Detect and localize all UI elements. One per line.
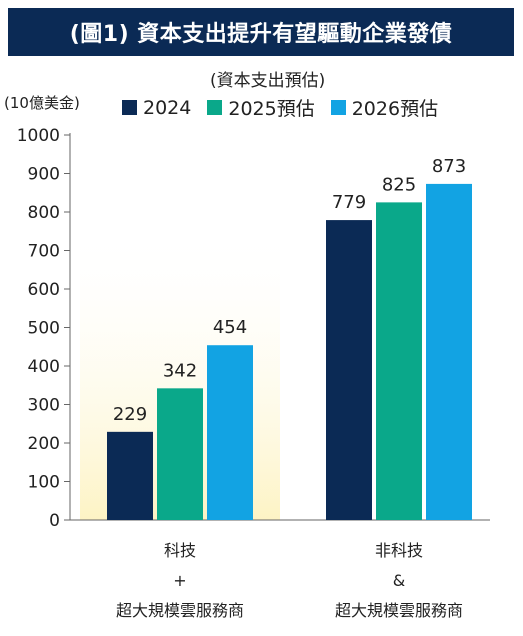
legend-item-2026: 2026預估 (330, 94, 439, 121)
bar-value-label: 229 (113, 404, 147, 425)
y-tick-label: 800 (28, 203, 60, 223)
y-tick-label: 200 (28, 434, 60, 454)
y-tick-label: 300 (28, 396, 60, 416)
chart-subtitle: (資本支出預估) (210, 71, 326, 91)
category-label-nontech-line1: 非科技 (374, 541, 423, 560)
bar (326, 220, 372, 520)
legend: 2024 2025預估 2026預估 (122, 94, 454, 121)
legend-label-2024: 2024 (143, 96, 192, 119)
y-tick-label: 500 (28, 319, 60, 339)
legend-label-2025: 2025預估 (228, 98, 315, 120)
category-label-nontech-line3: 超大規模雲服務商 (334, 601, 463, 620)
bar-value-label: 779 (332, 192, 366, 213)
bar-value-label: 825 (382, 174, 416, 195)
category-label-tech-line3: 超大規模雲服務商 (115, 601, 244, 620)
y-tick-label: 700 (28, 242, 60, 262)
y-tick-label: 0 (49, 511, 60, 531)
bar-value-label: 454 (213, 317, 247, 338)
y-tick-label: 100 (28, 473, 60, 493)
y-tick-label: 600 (28, 280, 60, 300)
legend-swatch-2024 (122, 100, 137, 115)
category-label-nontech-line2: & (392, 571, 406, 590)
chart-title: (圖1) 資本支出提升有望驅動企業發債 (8, 8, 514, 56)
legend-swatch-2026 (330, 100, 346, 115)
legend-swatch-2025 (207, 100, 223, 115)
legend-label-2026: 2026預估 (351, 98, 439, 120)
bar (426, 183, 472, 520)
bar (157, 388, 203, 520)
bar-value-label: 342 (163, 360, 197, 381)
y-axis-unit: (10億美金) (4, 94, 80, 112)
y-tick-label: 1000 (17, 126, 60, 146)
y-tick-label: 400 (28, 357, 60, 377)
bar (207, 345, 253, 520)
legend-item-2025: 2025預估 (207, 94, 315, 121)
bar (376, 202, 422, 520)
category-label-nontech: 非科技 & 超大規模雲服務商 (299, 536, 499, 626)
legend-item-2024: 2024 (122, 97, 191, 119)
bar (107, 431, 153, 520)
bar-value-label: 873 (432, 156, 466, 177)
category-label-tech-line2: + (173, 571, 187, 590)
category-label-tech: 科技 + 超大規模雲服務商 (80, 536, 280, 626)
y-tick-label: 900 (28, 165, 60, 185)
category-label-tech-line1: 科技 (163, 541, 196, 560)
